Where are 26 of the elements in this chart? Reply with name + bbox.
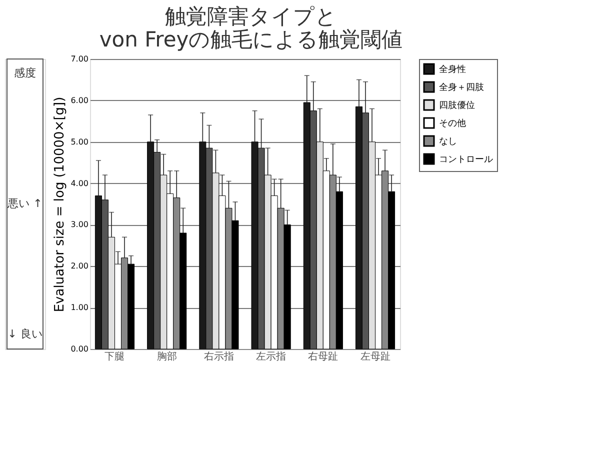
- legend-label: 全身性: [439, 64, 466, 75]
- x-tick-label: 胸部: [156, 350, 177, 362]
- y-tick-label: 2.00: [70, 262, 88, 271]
- x-tick-label: 左示指: [256, 350, 286, 362]
- x-tick-label: 右示指: [204, 350, 234, 362]
- legend-label: その他: [439, 118, 466, 129]
- x-tick-label: 左母趾: [360, 350, 390, 362]
- y-tick-label: 5.00: [70, 137, 88, 146]
- text: ↓ 良い: [8, 328, 42, 340]
- text: 触覚障害タイプと: [165, 4, 337, 28]
- legend-label: コントロール: [439, 155, 493, 165]
- x-tick-label: 右母趾: [308, 350, 338, 362]
- x-tick-label: 下腿: [104, 350, 125, 362]
- y-tick-label: 4.00: [70, 178, 88, 188]
- y-tick-label: 0.00: [70, 344, 88, 354]
- legend-label: 四肢優位: [439, 100, 475, 111]
- text: von Freyの触毛による触覚閾値: [99, 28, 403, 52]
- y-tick-label: 1.00: [70, 303, 88, 312]
- y-tick-label: 6.00: [70, 96, 88, 105]
- y-axis-title: Evaluator size = log (10000×[g]): [52, 96, 68, 312]
- legend-label: 全身＋四肢: [439, 82, 484, 93]
- text: 感度: [14, 66, 36, 80]
- y-tick-label: 7.00: [70, 54, 88, 64]
- y-tick-label: 3.00: [70, 220, 88, 230]
- legend-label: なし: [439, 137, 457, 147]
- text: 悪い ↑: [6, 197, 42, 210]
